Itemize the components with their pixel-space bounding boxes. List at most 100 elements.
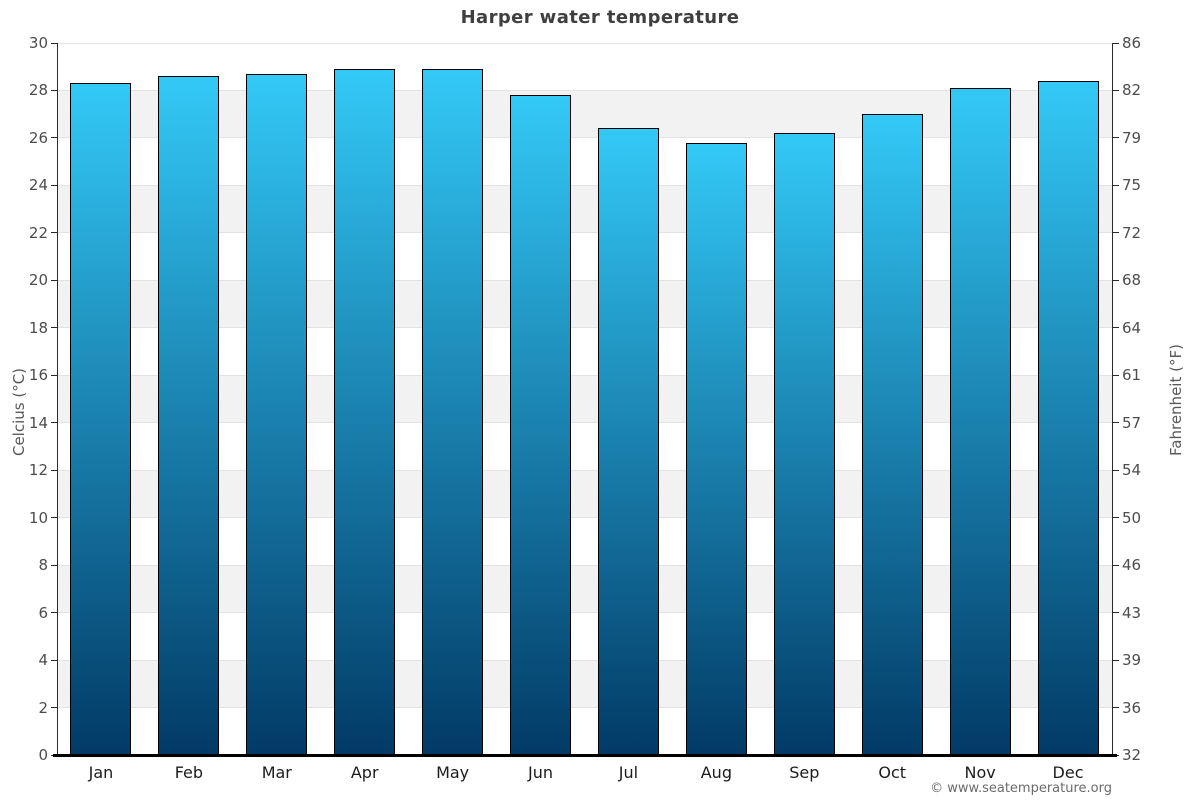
x-axis-label-nov: Nov: [964, 763, 996, 782]
y-tick-right: [1113, 42, 1119, 44]
y-tick-right: [1113, 469, 1119, 471]
y-tick-left: [51, 137, 57, 139]
plot-band: [57, 327, 1112, 376]
y-tick-right: [1113, 137, 1119, 139]
y-tick-right: [1113, 612, 1119, 614]
y-axis-label-celsius: 0: [38, 746, 48, 764]
y-axis-label-celsius: 12: [28, 461, 48, 480]
plot-band: [57, 280, 1112, 328]
gridline: [57, 232, 1112, 234]
gridline: [57, 89, 1112, 91]
y-tick-left: [51, 374, 57, 376]
x-axis-label-jan: Jan: [88, 763, 114, 782]
bar-nov[interactable]: [949, 88, 1011, 755]
gridline: [57, 659, 1112, 661]
y-tick-right: [1113, 707, 1119, 709]
bar-apr[interactable]: [334, 69, 396, 755]
plot-band: [57, 375, 1112, 423]
y-axis-label-celsius: 16: [28, 366, 48, 385]
gridline: [57, 517, 1112, 519]
y-axis-label-celsius: 8: [38, 556, 48, 575]
plot-band: [57, 470, 1112, 518]
y-axis-label-fahrenheit: 36: [1122, 698, 1142, 717]
chart-title: Harper water temperature: [460, 7, 740, 28]
plot-band: [57, 43, 1112, 91]
y-tick-right: [1113, 89, 1119, 91]
y-axis-label-fahrenheit: 57: [1122, 413, 1142, 432]
y-axis-label-fahrenheit: 39: [1122, 651, 1142, 670]
y-axis-label-celsius: 30: [28, 34, 48, 52]
y-tick-right: [1113, 374, 1119, 376]
y-axis-label-celsius: 14: [28, 413, 48, 432]
y-tick-left: [51, 564, 57, 566]
y-tick-left: [51, 707, 57, 709]
plot-band: [57, 185, 1112, 233]
x-axis-label-oct: Oct: [878, 763, 907, 782]
bar-oct[interactable]: [861, 114, 923, 755]
gridline: [57, 327, 1112, 329]
y-axis-label-celsius: 4: [38, 651, 48, 670]
y-axis-label-fahrenheit: 50: [1122, 508, 1142, 527]
y-axis-label-fahrenheit: 43: [1122, 603, 1142, 622]
y-tick-left: [51, 42, 57, 44]
gridline: [57, 612, 1112, 614]
y-tick-left: [51, 422, 57, 424]
x-axis-label-may: May: [436, 763, 470, 782]
y-axis-line-left: [56, 43, 58, 755]
y-axis-label-fahrenheit: 54: [1122, 461, 1142, 480]
y-axis-label-fahrenheit: 72: [1122, 223, 1142, 242]
bar-dec[interactable]: [1037, 80, 1099, 755]
y-tick-left: [51, 469, 57, 471]
gridline: [57, 137, 1112, 139]
plot-band: [57, 232, 1112, 281]
y-tick-left: [51, 327, 57, 329]
plot-band: [57, 137, 1112, 186]
x-axis-label-jun: Jun: [528, 763, 554, 782]
bar-may[interactable]: [422, 69, 484, 755]
y-axis-label-fahrenheit: 75: [1122, 176, 1142, 195]
y-tick-left: [51, 89, 57, 91]
y-axis-label-celsius: 22: [28, 223, 48, 242]
bar-aug[interactable]: [685, 142, 747, 755]
y-tick-right: [1113, 564, 1119, 566]
y-tick-left: [51, 659, 57, 661]
plot-band: [57, 565, 1112, 613]
bar-mar[interactable]: [246, 73, 308, 755]
y-axis-label-celsius: 20: [28, 271, 48, 290]
plot-band: [57, 612, 1112, 661]
y-axis-label-celsius: 10: [28, 508, 48, 527]
y-axis-label-celsius: 2: [38, 698, 48, 717]
bar-sep[interactable]: [773, 133, 835, 755]
bar-feb[interactable]: [158, 76, 220, 755]
gridline: [57, 422, 1112, 424]
y-axis-label-fahrenheit: 46: [1122, 556, 1142, 575]
x-axis-label-aug: Aug: [700, 763, 732, 782]
watermark: © www.seatemperature.org: [930, 781, 1112, 796]
y-axis-label-fahrenheit: 32: [1122, 746, 1142, 764]
gridline: [57, 707, 1112, 709]
y-tick-left: [51, 184, 57, 186]
y-axis-label-fahrenheit: 82: [1122, 81, 1142, 100]
y-tick-left: [51, 232, 57, 234]
y-tick-left: [51, 612, 57, 614]
y-tick-left: [51, 279, 57, 281]
x-axis-label-feb: Feb: [174, 763, 204, 782]
gridline: [57, 564, 1112, 566]
bar-jul[interactable]: [597, 128, 659, 755]
plot-band: [57, 90, 1112, 138]
y-axis-label-celsius: 18: [28, 318, 48, 337]
gridline: [57, 184, 1112, 186]
x-axis-label-jul: Jul: [618, 763, 639, 782]
plot-band: [57, 707, 1112, 755]
y-tick-left: [51, 517, 57, 519]
x-axis-label-dec: Dec: [1052, 763, 1084, 782]
y-tick-right: [1113, 422, 1119, 424]
x-axis-line: [53, 754, 1117, 757]
y-tick-right: [1113, 184, 1119, 186]
bar-jun[interactable]: [510, 95, 572, 755]
plot-band: [57, 660, 1112, 708]
y-axis-label-celsius: 28: [28, 81, 48, 100]
gridline: [57, 374, 1112, 376]
bar-jan[interactable]: [70, 83, 132, 755]
